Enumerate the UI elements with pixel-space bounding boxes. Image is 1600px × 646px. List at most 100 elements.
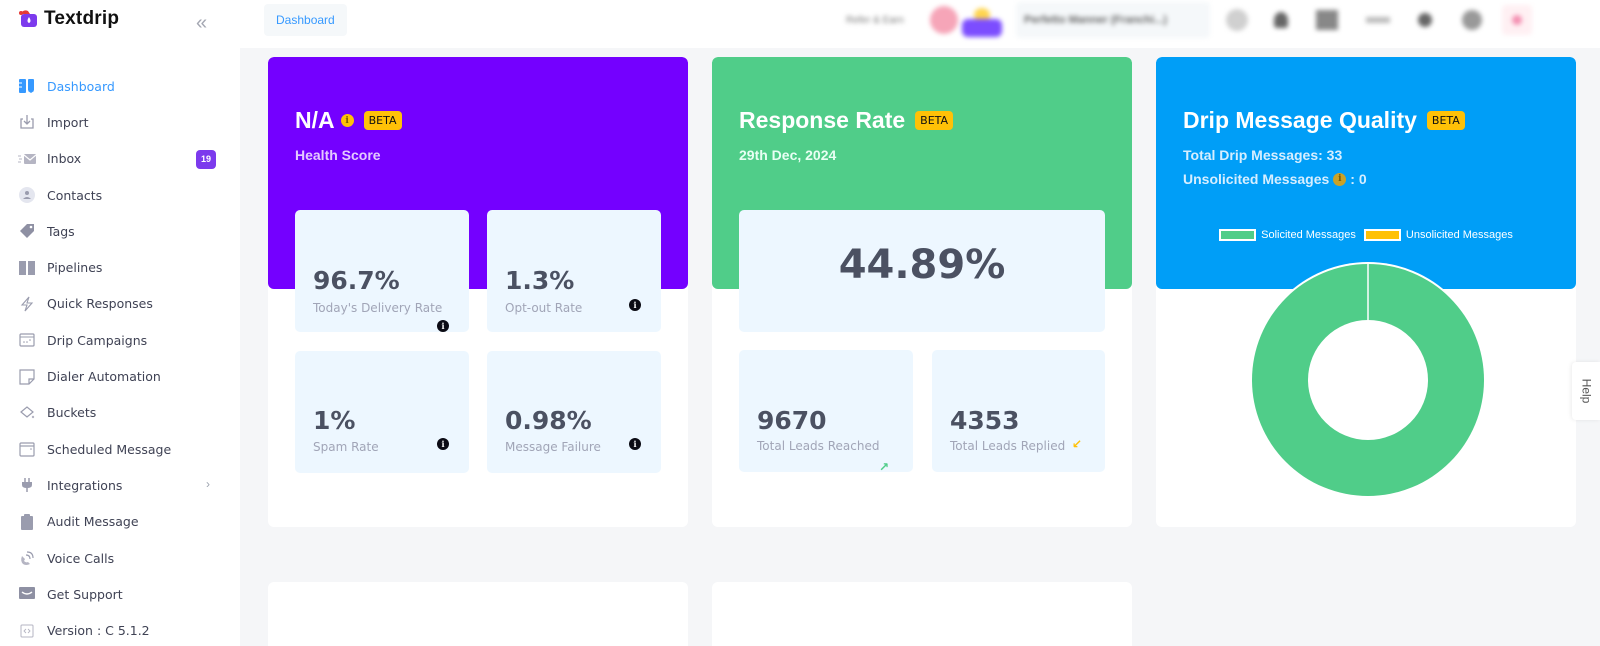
- pipelines-icon: [18, 259, 36, 277]
- sidebar-item-voice-calls[interactable]: Voice Calls: [0, 540, 240, 576]
- beta-badge: BETA: [363, 111, 402, 130]
- trend-down-left-icon: ↙: [1072, 437, 1083, 451]
- message-failure-tile: 0.98% Message Failure i: [487, 351, 661, 473]
- lightning-icon: [18, 295, 36, 313]
- sidebar-item-version: Version : C 5.1.2: [0, 612, 240, 646]
- sidebar-item-import[interactable]: Import: [0, 104, 240, 140]
- sidebar-item-label: Inbox: [47, 151, 82, 167]
- opt-out-rate-label: Opt-out Rate: [505, 301, 583, 315]
- response-rate-card: Response Rate BETA 29th Dec, 2024 44.89%…: [712, 57, 1132, 527]
- app-logo[interactable]: Textdrip: [18, 8, 119, 30]
- legend-label: Solicited Messages: [1261, 229, 1356, 241]
- collapse-sidebar-icon[interactable]: «: [196, 12, 208, 34]
- message-failure-value: 0.98%: [505, 406, 592, 435]
- refer-earn-label: Refer & Earn: [846, 14, 904, 26]
- delivery-rate-value: 96.7%: [313, 266, 400, 295]
- gift-icon[interactable]: [930, 0, 958, 40]
- account-name: Perfetto Manner (Franchi...): [1024, 14, 1168, 26]
- dashboard-icon: [18, 77, 36, 95]
- leads-replied-label: Total Leads Replied: [950, 439, 1066, 453]
- unsolicited-label: Unsolicited Messages: [1183, 171, 1330, 187]
- clipboard-icon: [18, 513, 36, 531]
- sidebar-item-label: Drip Campaigns: [47, 332, 148, 348]
- top-header: Dashboard Refer & Earn Perfetto Manner (…: [240, 0, 1600, 48]
- response-rate-value: 44.89%: [838, 242, 1006, 288]
- sidebar-item-label: Contacts: [47, 187, 103, 203]
- spam-rate-value: 1%: [313, 406, 356, 435]
- contacts-icon: [18, 186, 36, 204]
- textdrip-logo-icon: [19, 10, 37, 27]
- sidebar-item-label: Import: [47, 114, 89, 130]
- sidebar-item-label: Dashboard: [47, 78, 115, 94]
- info-icon[interactable]: i: [340, 114, 354, 127]
- info-icon[interactable]: i: [629, 438, 641, 450]
- total-drip-messages: Total Drip Messages: 33: [1183, 147, 1343, 163]
- sidebar-item-dialer-automation[interactable]: Dialer Automation: [0, 358, 240, 394]
- sidebar-nav: Dashboard Import Inbox 19 Contacts Tag: [0, 68, 240, 646]
- info-icon[interactable]: i: [1333, 172, 1347, 186]
- user-avatar[interactable]: [1462, 0, 1482, 40]
- leads-replied-value: 4353: [950, 406, 1020, 435]
- sidebar-item-label: Audit Message: [47, 514, 139, 530]
- response-rate-heading: Response Rate: [739, 107, 906, 133]
- credits-indicator[interactable]: [1366, 0, 1390, 40]
- bottom-card-left: [268, 582, 688, 646]
- sidebar-item-audit-message[interactable]: Audit Message: [0, 504, 240, 540]
- response-rate-date: 29th Dec, 2024: [739, 147, 837, 163]
- legend-unsolicited[interactable]: Unsolicited Messages: [1363, 229, 1513, 241]
- sidebar-item-drip-campaigns[interactable]: Drip Campaigns: [0, 322, 240, 358]
- unsolicited-swatch: [1363, 229, 1401, 241]
- unsolicited-value: : 0: [1350, 171, 1367, 187]
- spam-rate-tile: 1% Spam Rate i: [295, 351, 469, 473]
- sidebar-item-contacts[interactable]: Contacts: [0, 177, 240, 213]
- chart-legend: Solicited Messages Unsolicited Messages: [1156, 229, 1576, 241]
- refer-earn-link[interactable]: Refer & Earn: [846, 0, 904, 40]
- opt-out-rate-tile: 1.3% Opt-out Rate i: [487, 210, 661, 332]
- health-score-value: N/A: [295, 107, 335, 133]
- unsolicited-messages-line: Unsolicited Messages i : 0: [1183, 171, 1367, 187]
- sidebar-item-get-support[interactable]: Get Support: [0, 576, 240, 612]
- sidebar-item-dashboard[interactable]: Dashboard: [0, 68, 240, 104]
- sidebar-item-label: Integrations: [47, 477, 123, 493]
- premium-crown-icon[interactable]: [962, 0, 1002, 40]
- bottom-card-middle: [712, 582, 1132, 646]
- sidebar-item-label: Get Support: [47, 586, 123, 602]
- import-icon: [18, 113, 36, 131]
- solicited-swatch: [1219, 229, 1257, 241]
- health-score-title: N/A i BETA: [295, 107, 402, 134]
- settings-icon[interactable]: [1418, 0, 1432, 40]
- calendar-icon: [18, 440, 36, 458]
- inbox-unread-badge: 19: [196, 149, 216, 169]
- notification-bell-icon[interactable]: [1274, 0, 1288, 40]
- drip-quality-heading: Drip Message Quality: [1183, 107, 1417, 133]
- sidebar-item-integrations[interactable]: Integrations ›: [0, 467, 240, 503]
- leads-reached-value: 9670: [757, 406, 827, 435]
- help-tab[interactable]: Help: [1572, 362, 1600, 420]
- sidebar-item-label: Quick Responses: [47, 296, 153, 312]
- sidebar-item-scheduled-message[interactable]: Scheduled Message: [0, 431, 240, 467]
- sidebar-item-pipelines[interactable]: Pipelines: [0, 249, 240, 285]
- legend-label: Unsolicited Messages: [1405, 229, 1513, 241]
- clock-icon[interactable]: [1226, 0, 1248, 40]
- sidebar-item-buckets[interactable]: Buckets: [0, 395, 240, 431]
- beta-badge: BETA: [1426, 111, 1465, 130]
- sidebar-item-tags[interactable]: Tags: [0, 213, 240, 249]
- drip-quality-title: Drip Message Quality BETA: [1183, 107, 1465, 134]
- sidebar-item-label: Tags: [47, 223, 75, 239]
- bucket-icon: [18, 404, 36, 422]
- info-icon[interactable]: i: [437, 320, 449, 332]
- info-icon[interactable]: i: [629, 299, 641, 311]
- response-rate-tile: 44.89%: [739, 210, 1105, 332]
- account-selector[interactable]: Perfetto Manner (Franchi...): [1016, 2, 1210, 38]
- breadcrumb[interactable]: Dashboard: [264, 4, 347, 36]
- logout-icon[interactable]: [1502, 0, 1532, 40]
- note-icon: [18, 368, 36, 386]
- sidebar-item-quick-responses[interactable]: Quick Responses: [0, 286, 240, 322]
- legend-solicited[interactable]: Solicited Messages: [1219, 229, 1356, 241]
- info-icon[interactable]: i: [437, 438, 449, 450]
- sidebar-item-inbox[interactable]: Inbox 19: [0, 141, 240, 177]
- health-score-subtitle: Health Score: [295, 147, 381, 163]
- drip-quality-doughnut-chart[interactable]: [1250, 255, 1486, 505]
- drip-card-header: [1156, 57, 1576, 289]
- flag-icon[interactable]: [1316, 0, 1338, 40]
